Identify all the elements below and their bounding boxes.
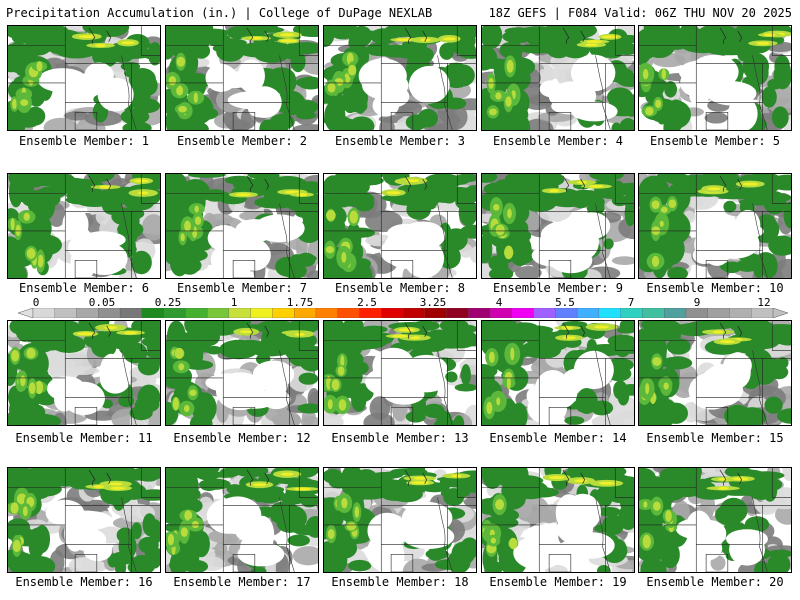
colorbar-tick-label: 0.25 (154, 296, 182, 309)
colorbar-segment (468, 308, 491, 318)
ensemble-member-map (481, 173, 635, 279)
ensemble-member-label: Ensemble Member: 7 (176, 281, 308, 295)
colorbar-tick-label: 3.25 (419, 296, 447, 309)
colorbar-min-arrow (18, 308, 34, 318)
colorbar-max-arrow (772, 308, 788, 318)
ensemble-member-map (323, 25, 477, 131)
ensemble-member-label: Ensemble Member: 10 (646, 281, 784, 295)
ensemble-member-map (7, 467, 161, 573)
colorbar-segment (250, 308, 273, 318)
colorbar-segment (228, 308, 252, 318)
colorbar-segment (729, 308, 752, 318)
ensemble-member-map (7, 173, 161, 279)
ensemble-member-label: Ensemble Member: 13 (331, 431, 469, 445)
colorbar-segment (402, 308, 426, 318)
colorbar-segment (555, 308, 578, 318)
ensemble-member-label: Ensemble Member: 5 (649, 134, 781, 148)
colorbar-segment (707, 308, 731, 318)
ensemble-member-label: Ensemble Member: 17 (173, 575, 311, 589)
colorbar-segment (533, 308, 556, 318)
colorbar-segment (294, 308, 317, 318)
chart-title: Precipitation Accumulation (in.) | Colle… (6, 6, 433, 20)
ensemble-member-label: Ensemble Member: 14 (489, 431, 627, 445)
colorbar-tick-label: 1 (230, 296, 238, 309)
run-valid-time: 18Z GEFS | F084 Valid: 06Z THU NOV 20 20… (488, 6, 792, 20)
colorbar-segment (620, 308, 643, 318)
ensemble-member-label: Ensemble Member: 6 (18, 281, 150, 295)
colorbar-segment (664, 308, 687, 318)
ensemble-member-map (7, 320, 161, 426)
colorbar-tick-label: 0.05 (88, 296, 116, 309)
colorbar-segment (489, 308, 513, 318)
colorbar-segment (98, 308, 121, 318)
ensemble-member-label: Ensemble Member: 11 (15, 431, 153, 445)
colorbar-segment (359, 308, 382, 318)
ensemble-member-label: Ensemble Member: 12 (173, 431, 311, 445)
colorbar-segment (54, 308, 78, 318)
ensemble-member-label: Ensemble Member: 9 (492, 281, 624, 295)
ensemble-member-label: Ensemble Member: 8 (334, 281, 466, 295)
ensemble-member-label: Ensemble Member: 4 (492, 134, 624, 148)
ensemble-member-map (481, 25, 635, 131)
ensemble-member-label: Ensemble Member: 3 (334, 134, 466, 148)
colorbar-segment (315, 308, 339, 318)
ensemble-member-label: Ensemble Member: 19 (489, 575, 627, 589)
ensemble-member-map (638, 25, 792, 131)
colorbar-segment (163, 308, 186, 318)
ensemble-member-map (638, 173, 792, 279)
colorbar-tick-label: 0 (32, 296, 40, 309)
ensemble-member-map (165, 467, 319, 573)
ensemble-member-label: Ensemble Member: 15 (646, 431, 784, 445)
colorbar-segment (598, 308, 622, 318)
colorbar-segment (76, 308, 99, 318)
colorbar-segment (337, 308, 361, 318)
ensemble-member-map (323, 467, 477, 573)
ensemble-member-label: Ensemble Member: 1 (18, 134, 150, 148)
colorbar-segment (119, 308, 143, 318)
colorbar-segment (381, 308, 404, 318)
colorbar-tick-label: 5.5 (555, 296, 575, 309)
colorbar-segment (642, 308, 665, 318)
colorbar-segment (751, 308, 774, 318)
colorbar-segment (32, 308, 56, 318)
colorbar-tick-label: 4 (495, 296, 503, 309)
ensemble-member-map (481, 320, 635, 426)
ensemble-member-map (165, 173, 319, 279)
colorbar-segment (576, 308, 600, 318)
ensemble-member-map (323, 173, 477, 279)
ensemble-member-map (638, 320, 792, 426)
ensemble-member-label: Ensemble Member: 2 (176, 134, 308, 148)
colorbar-segment (272, 308, 295, 318)
ensemble-member-label: Ensemble Member: 18 (331, 575, 469, 589)
colorbar-tick-label: 9 (693, 296, 701, 309)
colorbar-tick-label: 7 (627, 296, 635, 309)
colorbar-segment (511, 308, 535, 318)
ensemble-member-map (7, 25, 161, 131)
colorbar-segment (446, 308, 469, 318)
colorbar-segment (141, 308, 165, 318)
ensemble-member-map (481, 467, 635, 573)
colorbar-segment (424, 308, 448, 318)
colorbar-tick-label: 2.5 (357, 296, 377, 309)
ensemble-member-label: Ensemble Member: 16 (15, 575, 153, 589)
colorbar-tick-label: 1.75 (286, 296, 314, 309)
precipitation-colorbar (18, 308, 788, 318)
ensemble-member-label: Ensemble Member: 20 (646, 575, 784, 589)
colorbar-tick-label: 12 (757, 296, 771, 309)
ensemble-member-map (165, 320, 319, 426)
colorbar-segment (206, 308, 230, 318)
ensemble-member-map (638, 467, 792, 573)
ensemble-member-map (323, 320, 477, 426)
colorbar-segment (685, 308, 709, 318)
colorbar-segment (185, 308, 208, 318)
ensemble-member-map (165, 25, 319, 131)
